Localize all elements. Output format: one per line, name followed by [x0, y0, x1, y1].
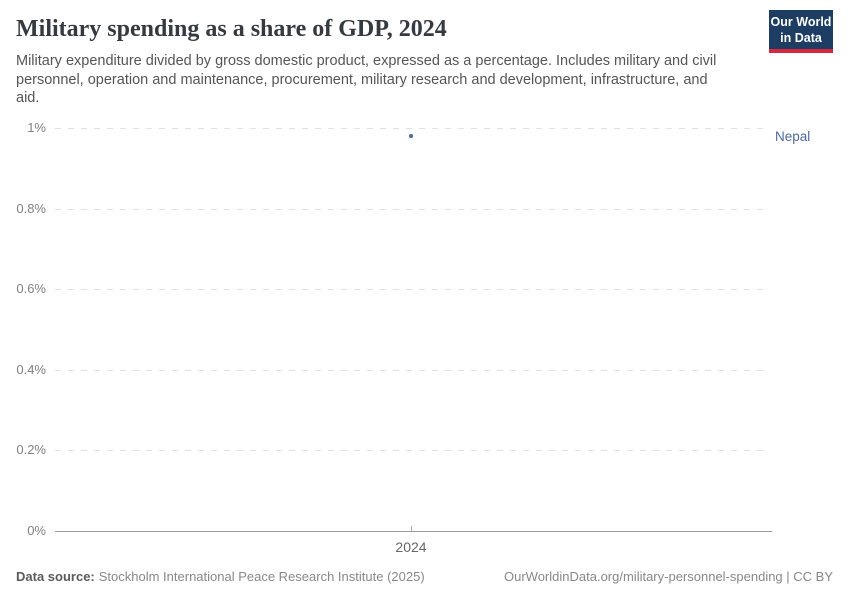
y-axis-tick-label: 0%: [27, 523, 46, 538]
y-axis-tick-label: 0.6%: [16, 281, 46, 297]
data-source-label: Data source:: [16, 569, 95, 584]
x-axis-tick-label: 2024: [395, 539, 427, 555]
owid-logo-line1: Our World: [770, 15, 832, 29]
owid-url-license[interactable]: OurWorldinData.org/military-personnel-sp…: [504, 569, 833, 584]
y-axis-tick-label: 0.2%: [16, 442, 46, 458]
chart-subtitle-line: aid.: [16, 90, 40, 107]
chart-subtitle-line: personnel, operation and maintenance, pr…: [16, 71, 708, 88]
y-axis-tick-label: 0.4%: [16, 361, 46, 377]
chart-title: Military spending as a share of GDP, 202…: [16, 16, 447, 42]
entity-label[interactable]: Nepal: [775, 129, 811, 145]
chart-subtitle: Military expenditure divided by gross do…: [16, 52, 756, 108]
y-gridline: [55, 128, 766, 129]
x-axis-tick: [411, 526, 412, 531]
chart-subtitle-line: Military expenditure divided by gross do…: [16, 53, 717, 69]
y-gridline: [55, 208, 766, 210]
owid-logo-line2: in Data: [780, 31, 822, 45]
x-axis-line: [55, 531, 772, 532]
y-gridline: [55, 289, 766, 291]
y-axis-tick-label: 1%: [27, 120, 46, 135]
data-source-note: Data source: Stockholm International Peac…: [16, 569, 425, 584]
y-gridline: [55, 369, 766, 371]
data-point[interactable]: [409, 134, 413, 139]
y-axis-tick-label: 0.8%: [16, 200, 46, 216]
y-gridline: [55, 450, 766, 452]
owid-logo[interactable]: Our World in Data: [769, 10, 833, 53]
data-source-text: Stockholm International Peace Research I…: [98, 569, 425, 584]
